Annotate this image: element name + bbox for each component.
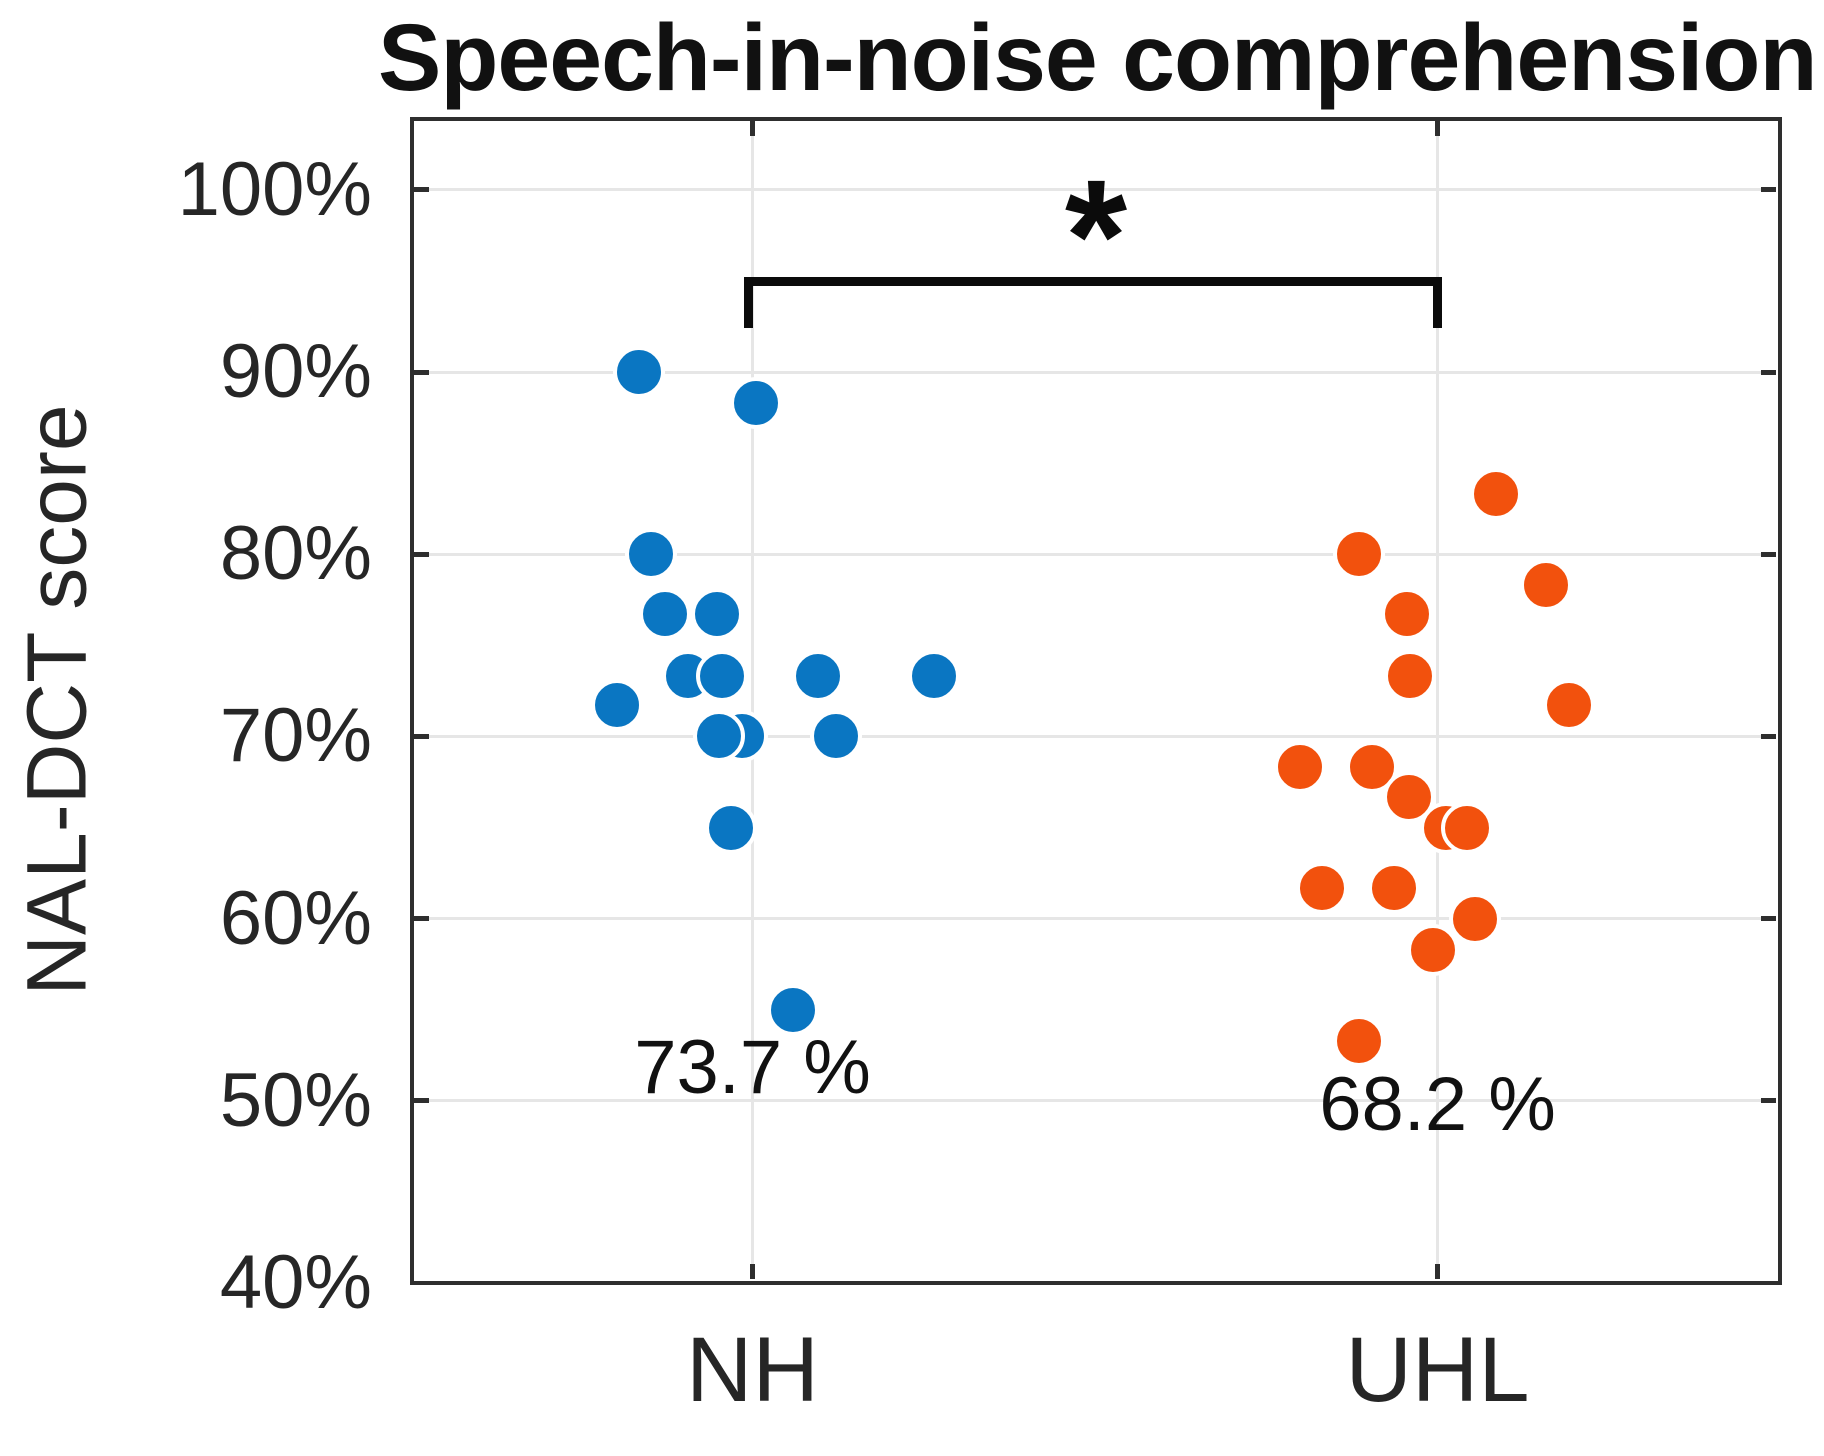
data-point-nh [809,710,862,763]
y-tick-label: 40% [219,1240,372,1325]
y-tick-mark-right [1761,187,1776,193]
group-mean-label-uhl: 68.2 % [1319,1062,1556,1147]
data-point-nh [690,588,743,641]
data-point-nh [695,650,748,703]
y-tick-mark-right [1761,551,1776,557]
group-mean-label-nh: 73.7 % [634,1025,871,1110]
y-tick-label: 80% [219,511,372,597]
gridline-vertical [1436,121,1439,1279]
significance-bracket [744,277,1442,328]
y-tick-label: 90% [219,329,372,415]
y-tick-mark-right [1761,1098,1776,1104]
y-tick-mark-left [414,369,429,375]
y-tick-mark-left [414,187,429,193]
gridline-horizontal [414,1099,1776,1103]
data-point-uhl [1332,1014,1385,1067]
data-point-nh [692,710,745,763]
gridline-vertical [751,121,754,1279]
gridline-horizontal [414,188,1776,192]
y-tick-mark-left [414,1098,429,1104]
data-point-nh [704,801,757,854]
data-point-uhl [1380,588,1433,641]
y-tick-label: 70% [219,693,372,779]
y-tick-mark-right [1761,916,1776,922]
data-point-nh [638,588,691,641]
data-point-uhl [1469,468,1522,521]
y-tick-mark-left [414,916,429,922]
y-tick-label: 50% [219,1057,372,1143]
x-tick-mark-top [750,121,755,136]
x-tick-label-uhl: UHL [1345,1319,1530,1421]
gridline-horizontal [414,734,1776,738]
y-tick-mark-right [1761,733,1776,739]
data-point-uhl [1273,741,1326,794]
data-point-uhl [1295,861,1348,914]
data-point-nh [624,528,677,581]
gridline-horizontal [414,370,1776,374]
x-tick-mark-bottom [1435,1264,1440,1279]
plot-area [410,117,1782,1285]
data-point-uhl [1440,801,1493,854]
data-point-uhl [1519,559,1572,612]
chart-title: Speech-in-noise comprehension [378,5,1818,111]
y-tick-label: 60% [219,875,372,961]
data-point-nh [791,650,844,703]
x-tick-mark-bottom [750,1264,755,1279]
data-point-uhl [1383,650,1436,703]
x-tick-mark-top [1435,121,1440,136]
data-point-uhl [1345,741,1398,794]
data-point-nh [766,983,819,1036]
gridline-horizontal [414,552,1776,556]
gridline-horizontal [414,917,1776,921]
y-tick-label: 100% [177,146,372,232]
data-point-uhl [1542,679,1595,732]
data-point-nh [907,650,960,703]
data-point-nh [590,679,643,732]
data-point-uhl [1448,892,1501,945]
y-tick-mark-left [414,551,429,557]
data-point-uhl [1367,861,1420,914]
data-point-uhl [1406,923,1459,976]
data-point-nh [612,346,665,399]
x-tick-label-nh: NH [686,1319,819,1421]
data-point-uhl [1332,528,1385,581]
y-tick-mark-right [1761,369,1776,375]
data-point-nh [729,377,782,430]
significance-asterisk: * [1064,146,1128,325]
y-tick-mark-left [414,733,429,739]
